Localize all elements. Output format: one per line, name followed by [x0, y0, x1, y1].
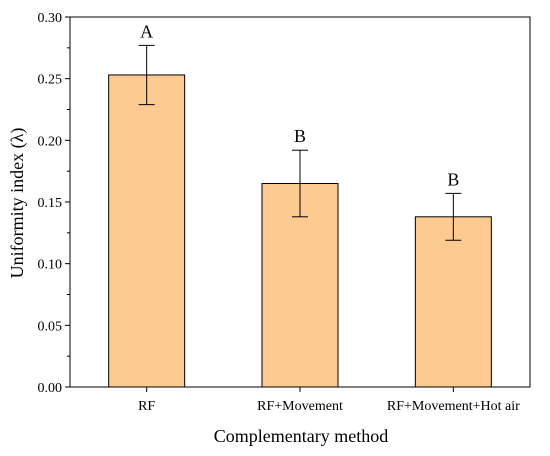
y-tick-label: 0.20 — [38, 134, 63, 149]
x-tick-label: RF+Movement+Hot air — [387, 399, 520, 414]
bar — [108, 74, 186, 388]
y-axis: 0.00 0.05 0.10 0.15 0.20 0.25 0.30 — [38, 11, 70, 396]
x-axis: RF RF+Movement RF+Movement+Hot air — [138, 387, 520, 414]
bar — [261, 183, 339, 388]
y-tick-label: 0.15 — [38, 196, 63, 211]
bars: A B B — [108, 21, 492, 388]
x-axis-title: Complementary method — [214, 426, 388, 446]
significance-label: A — [140, 21, 153, 41]
y-axis-title: Uniformity index (λ) — [7, 128, 28, 279]
y-tick-label: 0.05 — [38, 319, 63, 334]
y-tick-label: 0.00 — [38, 381, 63, 396]
x-tick-label: RF+Movement — [257, 399, 343, 414]
y-tick-label: 0.10 — [38, 258, 63, 273]
significance-label: B — [447, 169, 459, 189]
y-tick-label: 0.30 — [38, 11, 63, 26]
bar — [414, 216, 492, 388]
y-tick-label: 0.25 — [38, 73, 63, 88]
x-tick-label: RF — [138, 399, 155, 414]
significance-label: B — [294, 126, 306, 146]
